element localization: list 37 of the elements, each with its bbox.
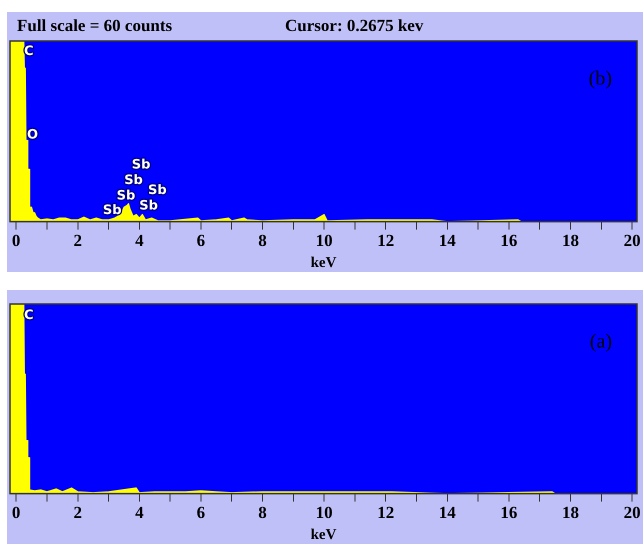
x-tick-label: 12	[377, 503, 394, 522]
x-tick-label: 16	[500, 503, 518, 522]
annotation: C	[24, 308, 34, 323]
annotation: Sb	[102, 203, 122, 218]
annotation: C	[24, 44, 34, 60]
x-tick-label: 20	[624, 231, 641, 250]
annotation: (b)	[588, 67, 612, 90]
annotation: Sb	[116, 188, 136, 204]
x-tick-label: 0	[12, 503, 20, 522]
x-tick-label: 14	[438, 231, 456, 250]
x-tick-label: 10	[316, 503, 333, 522]
x-tick-label: 18	[562, 503, 579, 522]
annotation: Sb	[139, 198, 158, 214]
annotation: Sb	[148, 182, 167, 198]
annotation: Sb	[132, 158, 150, 173]
x-tick-label: 4	[135, 503, 144, 522]
x-tick-label: 20	[624, 503, 641, 522]
x-tick-label: 12	[377, 231, 394, 250]
annotation: Sb	[124, 173, 143, 188]
annotation: (a)	[590, 330, 612, 352]
x-tick-label: 6	[196, 503, 206, 522]
x-tick-label: 8	[258, 231, 267, 250]
x-axis-title: keV	[310, 526, 337, 543]
x-tick-label: 0	[12, 231, 20, 250]
chart-subtitle: Cursor: 0.2675 kev	[285, 16, 424, 36]
annotation: O	[27, 127, 38, 142]
x-tick-label: 16	[500, 231, 518, 250]
x-tick-label: 18	[562, 231, 579, 250]
x-tick-label: 2	[74, 231, 82, 250]
x-tick-label: 2	[74, 503, 82, 522]
x-axis-title: keV	[310, 254, 337, 271]
chart-title: Full scale = 60 counts	[17, 16, 172, 36]
x-tick-label: 4	[135, 231, 144, 250]
x-tick-label: 6	[196, 231, 206, 250]
x-tick-label: 14	[438, 503, 456, 522]
x-tick-label: 10	[316, 231, 333, 250]
x-tick-label: 8	[258, 503, 267, 522]
